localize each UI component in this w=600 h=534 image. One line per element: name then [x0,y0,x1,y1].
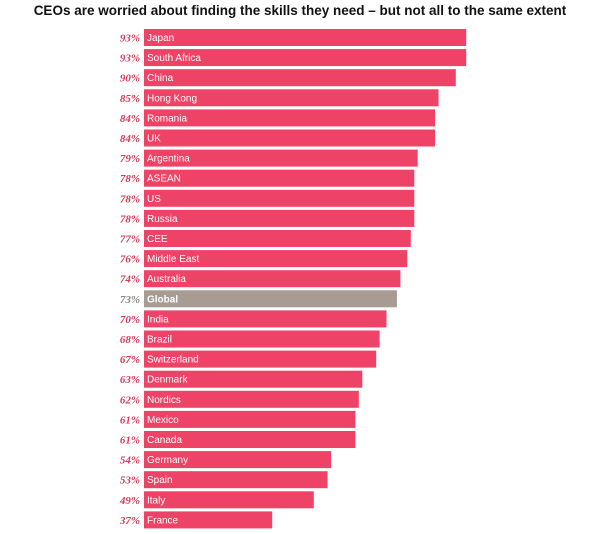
chart-title: CEOs are worried about finding the skill… [33,3,567,18]
value-label: 37% [119,515,140,527]
value-label: 63% [120,374,140,386]
bar-south-africa [144,49,467,67]
bar-canada [144,431,356,448]
category-label: CEE [147,234,168,245]
category-label: Global [147,294,178,305]
value-label: 62% [120,394,140,406]
bar-japan [144,29,467,46]
value-label: 49% [119,495,140,507]
value-label: 77% [120,234,140,246]
bar-us [144,189,415,207]
category-label: Switzerland [147,355,199,366]
value-label: 73% [120,294,140,306]
bar-brazil [144,330,380,348]
bar-argentina [144,149,418,167]
category-label: India [147,314,169,325]
category-label: Spain [147,475,173,486]
category-label: Nordics [147,395,181,406]
value-label: 93% [120,33,140,45]
category-label: Denmark [147,375,189,386]
value-label: 70% [120,314,140,326]
bar-uk [144,129,436,147]
value-label: 90% [120,73,140,85]
bar-global [144,290,397,308]
value-label: 78% [120,193,140,205]
category-label: France [147,515,179,526]
bar-cee [144,230,411,247]
value-label: 67% [120,354,140,366]
value-label: 68% [120,334,140,346]
value-label: 76% [120,254,140,266]
category-label: Canada [147,435,182,446]
category-label: Australia [147,274,186,285]
value-label: 79% [120,153,140,165]
value-label: 84% [120,133,140,145]
value-label: 93% [120,53,140,65]
bar-france [144,511,273,529]
value-label: 54% [120,455,140,467]
category-label: Germany [147,455,188,466]
bar-china [144,69,456,87]
bar-mexico [144,410,356,428]
bar-nordics [144,390,359,408]
bar-asean [144,169,415,187]
bar-denmark [144,370,363,388]
bar-spain [144,471,328,489]
value-label: 85% [120,93,140,105]
category-label: Italy [147,495,165,506]
value-label: 78% [120,213,140,225]
category-label: Argentina [147,154,190,165]
category-label: China [147,73,174,84]
bar-middle-east [144,250,408,268]
category-label: Russia [147,214,178,225]
category-label: UK [147,134,161,145]
category-label: ASEAN [147,174,181,185]
value-label: 78% [120,173,140,185]
value-label: 84% [120,113,140,125]
value-label: 74% [120,274,140,286]
bar-switzerland [144,350,377,368]
bar-australia [144,270,401,288]
category-label: Middle East [147,254,199,265]
bar-romania [144,109,436,127]
value-label: 61% [120,435,140,447]
category-label: South Africa [147,53,201,64]
bar-india [144,310,387,328]
bar-hong-kong [144,89,439,107]
category-label: Brazil [147,335,172,346]
category-label: Romania [147,113,187,124]
category-label: US [147,194,161,205]
value-label: 61% [120,414,140,426]
category-label: Mexico [147,415,179,426]
category-label: Japan [147,33,174,44]
bar-russia [144,209,415,227]
value-label: 53% [120,475,140,487]
category-label: Hong Kong [147,93,197,104]
bar-italy [144,491,314,509]
bar-germany [144,451,332,469]
